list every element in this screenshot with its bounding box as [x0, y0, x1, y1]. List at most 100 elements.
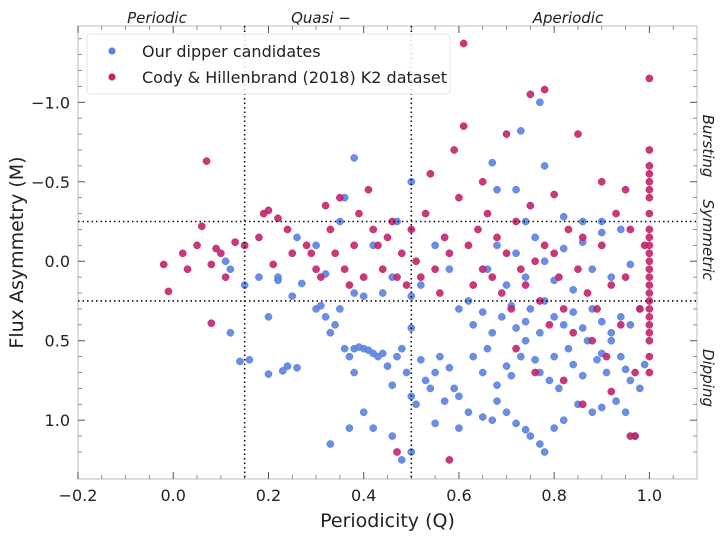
k2-dataset-point [564, 225, 573, 234]
dipper-candidate-point [493, 241, 501, 250]
k2-dataset-point [621, 273, 630, 281]
k2-dataset-point [307, 249, 316, 258]
k2-dataset-point [369, 225, 378, 234]
k2-dataset-point [316, 273, 325, 281]
dipper-candidate-point [293, 363, 301, 372]
dipper-candidate-point [502, 281, 511, 289]
k2-dataset-point [274, 214, 282, 223]
dipper-candidate-point [621, 365, 630, 374]
k2-dataset-point [212, 244, 220, 253]
k2-dataset-point [207, 260, 216, 269]
dipper-candidate-point [512, 419, 520, 428]
k2-dataset-point [621, 185, 630, 194]
k2-dataset-point [469, 281, 478, 289]
k2-dataset-point [521, 281, 530, 289]
y-tick-label: 1.0 [45, 411, 70, 430]
dipper-candidate-point [616, 313, 625, 321]
k2-dataset-point [431, 265, 439, 274]
k2-dataset-point [540, 241, 549, 250]
dipper-candidate-point [493, 397, 501, 405]
dipper-candidate-point [431, 241, 439, 250]
k2-dataset-point [574, 130, 582, 138]
k2-dataset-point [578, 233, 587, 242]
dipper-candidate-point [536, 328, 544, 337]
dipper-candidate-point [550, 424, 559, 432]
dipper-candidate-point [221, 257, 230, 266]
axes-layer: −0.2 0.0 0.2 0.4 0.6 0.8 1.0 −1.0 −0.5 0.0 0.5 1.0 P… [6, 25, 698, 532]
k2-dataset-point [402, 281, 411, 289]
k2-dataset-point [197, 222, 206, 231]
dipper-candidate-point [621, 408, 630, 417]
k2-dataset-point [445, 456, 454, 464]
dipper-candidate-point [388, 381, 397, 390]
k2-dataset-point [645, 249, 654, 258]
k2-dataset-point [440, 233, 449, 242]
dipper-candidate-point [397, 456, 406, 464]
k2-dataset-point [383, 233, 392, 242]
dipper-candidate-point [407, 448, 416, 456]
k2-dataset-point [497, 289, 506, 297]
dipper-candidate-point [545, 376, 554, 385]
dipper-candidate-point [340, 344, 349, 353]
k2-dataset-point [502, 249, 511, 258]
k2-dataset-point [550, 190, 559, 199]
dipper-candidate-point [278, 367, 287, 375]
k2-dataset-point [583, 289, 592, 297]
legend-label: Cody & Hillenbrand (2018) K2 dataset [142, 68, 447, 87]
dipper-candidate-point [488, 416, 497, 425]
dipper-candidate-point [536, 440, 544, 448]
y-tick-label: −1.0 [31, 93, 70, 112]
k2-dataset-point [645, 169, 654, 178]
region-label-top: Periodic [127, 9, 187, 27]
dipper-candidate-point [502, 362, 511, 370]
k2-dataset-point [507, 305, 516, 313]
dipper-candidate-point [436, 352, 444, 361]
k2-dataset-point [264, 206, 273, 215]
y-tick-label: 0.0 [45, 252, 70, 271]
dipper-candidate-point [521, 317, 530, 326]
k2-dataset-point [602, 352, 611, 361]
dipper-candidate-point [236, 357, 244, 366]
dipper-candidate-point [293, 233, 301, 242]
k2-dataset-point [455, 193, 463, 202]
dipper-candidate-point [588, 408, 597, 417]
dipper-candidate-point [559, 320, 568, 329]
dipper-candidate-point [397, 344, 406, 353]
dipper-candidate-point [602, 368, 611, 377]
dipper-candidate-point [378, 349, 387, 358]
dipper-candidate-point [312, 241, 320, 250]
overlay-layer: Periodic Quasi − Aperiodic Bursting Symmetri… [78, 9, 717, 479]
k2-dataset-point [645, 313, 654, 321]
dipper-candidate-point [488, 158, 497, 167]
k2-dataset-point [359, 273, 368, 281]
dipper-candidate-point [578, 324, 587, 332]
k2-dataset-point [374, 241, 382, 250]
dipper-candidate-point [445, 265, 454, 274]
k2-dataset-point [459, 122, 468, 130]
k2-dataset-point [645, 320, 654, 329]
k2-dataset-point [364, 185, 373, 194]
k2-dataset-point [393, 448, 401, 456]
dipper-candidate-point [240, 281, 249, 289]
dipper-candidate-point [336, 305, 344, 313]
dipper-candidate-point [478, 413, 487, 421]
dipper-candidate-point [321, 313, 330, 321]
k2-dataset-point [545, 320, 554, 329]
k2-dataset-point [645, 209, 654, 218]
k2-dataset-point [645, 305, 654, 313]
k2-dataset-point [445, 249, 454, 258]
k2-dataset-point [345, 281, 354, 289]
k2-dataset-point [474, 225, 482, 234]
y-tick-label: −0.5 [31, 173, 70, 192]
dipper-candidate-point [512, 185, 520, 194]
k2-dataset-point [645, 241, 654, 250]
dipper-candidate-point [393, 352, 401, 361]
dipper-candidate-point [559, 212, 568, 221]
k2-dataset-point [593, 305, 601, 313]
k2-dataset-point [645, 225, 654, 234]
x-tick-label: 0.2 [256, 486, 281, 505]
dipper-candidate-point [283, 362, 292, 370]
k2-dataset-point [531, 368, 539, 377]
dipper-candidate-point [369, 424, 378, 432]
k2-dataset-point [231, 238, 239, 247]
